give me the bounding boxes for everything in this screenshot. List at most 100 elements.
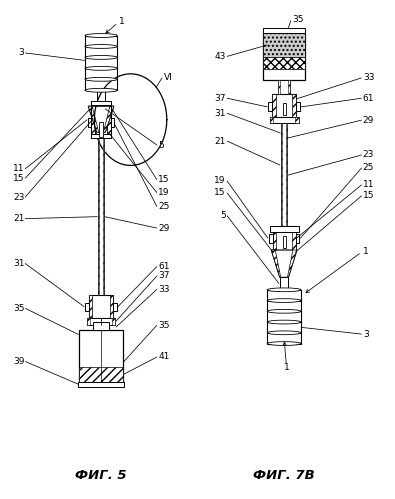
Text: 61: 61	[158, 262, 169, 271]
Ellipse shape	[267, 320, 301, 324]
Bar	[267, 290, 301, 343]
Bar	[280, 277, 288, 290]
Text: 1: 1	[284, 363, 289, 372]
Bar	[89, 295, 113, 318]
Text: 31: 31	[214, 109, 226, 118]
Bar	[273, 226, 276, 250]
Bar	[89, 295, 92, 318]
Text: 31: 31	[13, 259, 24, 268]
Text: 1: 1	[363, 248, 369, 256]
Text: 11: 11	[363, 180, 374, 189]
Bar	[93, 322, 109, 330]
Text: 35: 35	[292, 15, 303, 24]
Bar	[288, 80, 290, 94]
Bar	[112, 318, 115, 325]
Text: 15: 15	[363, 191, 374, 200]
Bar	[78, 382, 124, 387]
Bar	[79, 367, 123, 382]
Bar	[91, 101, 95, 138]
Polygon shape	[271, 250, 297, 277]
Ellipse shape	[85, 55, 117, 59]
Ellipse shape	[85, 77, 117, 81]
Text: 61: 61	[363, 94, 374, 103]
Text: 43: 43	[214, 52, 226, 61]
Text: 21: 21	[13, 214, 24, 223]
Bar	[263, 57, 305, 69]
Bar	[269, 226, 299, 232]
Bar	[278, 80, 280, 94]
Text: 29: 29	[363, 116, 374, 125]
Bar	[272, 94, 296, 117]
Ellipse shape	[85, 33, 117, 37]
Text: 3: 3	[19, 48, 24, 57]
Bar	[85, 303, 89, 311]
Ellipse shape	[267, 288, 301, 292]
Bar	[91, 101, 111, 105]
Bar	[269, 226, 273, 232]
Bar	[91, 134, 111, 138]
Text: 19: 19	[158, 188, 169, 197]
Bar	[97, 90, 105, 106]
Text: 11: 11	[13, 164, 24, 173]
Bar	[282, 236, 286, 248]
Text: 41: 41	[158, 352, 169, 361]
Bar	[98, 138, 104, 295]
Text: 33: 33	[158, 285, 169, 294]
Text: 29: 29	[158, 224, 169, 233]
Text: 21: 21	[214, 137, 226, 146]
Text: 37: 37	[158, 271, 169, 280]
Text: 15: 15	[158, 175, 169, 184]
Bar	[292, 94, 296, 117]
Text: 1: 1	[119, 17, 124, 26]
Bar	[87, 318, 90, 325]
Text: 39: 39	[13, 357, 24, 366]
Bar	[110, 295, 113, 318]
Ellipse shape	[85, 66, 117, 70]
Bar	[88, 118, 91, 127]
Bar	[278, 80, 290, 94]
Text: 33: 33	[363, 73, 374, 82]
Text: 35: 35	[13, 304, 24, 313]
Bar	[272, 94, 276, 117]
Text: 25: 25	[158, 202, 169, 211]
Polygon shape	[88, 106, 99, 132]
Bar	[281, 123, 287, 227]
Bar	[295, 226, 299, 232]
Text: 15: 15	[13, 174, 24, 183]
Bar	[111, 118, 114, 127]
Polygon shape	[288, 250, 297, 277]
Bar	[273, 226, 295, 250]
Bar	[263, 28, 305, 33]
Bar	[269, 234, 273, 243]
Bar	[281, 123, 282, 227]
Polygon shape	[88, 106, 114, 132]
Bar	[85, 35, 117, 90]
Text: 23: 23	[363, 151, 374, 160]
Bar	[100, 122, 103, 137]
Bar	[98, 138, 99, 295]
Text: 19: 19	[214, 176, 226, 185]
Bar	[92, 104, 111, 136]
Text: 35: 35	[158, 321, 169, 330]
Ellipse shape	[267, 331, 301, 335]
Ellipse shape	[85, 88, 117, 92]
Text: ФИГ. 5: ФИГ. 5	[75, 469, 127, 482]
Polygon shape	[103, 106, 114, 132]
Bar	[263, 33, 305, 80]
Text: VI: VI	[164, 73, 173, 82]
Bar	[79, 330, 123, 382]
Ellipse shape	[267, 299, 301, 302]
Bar	[269, 117, 273, 123]
Ellipse shape	[85, 44, 117, 48]
Bar	[268, 102, 272, 111]
Ellipse shape	[267, 309, 301, 313]
Bar	[292, 226, 295, 250]
Bar	[295, 117, 299, 123]
Text: 5: 5	[220, 211, 226, 220]
Text: 23: 23	[13, 193, 24, 202]
Bar	[103, 138, 104, 295]
Polygon shape	[271, 250, 281, 277]
Bar	[107, 101, 111, 138]
Text: ФИГ. 7В: ФИГ. 7В	[253, 469, 315, 482]
Bar	[269, 117, 299, 123]
